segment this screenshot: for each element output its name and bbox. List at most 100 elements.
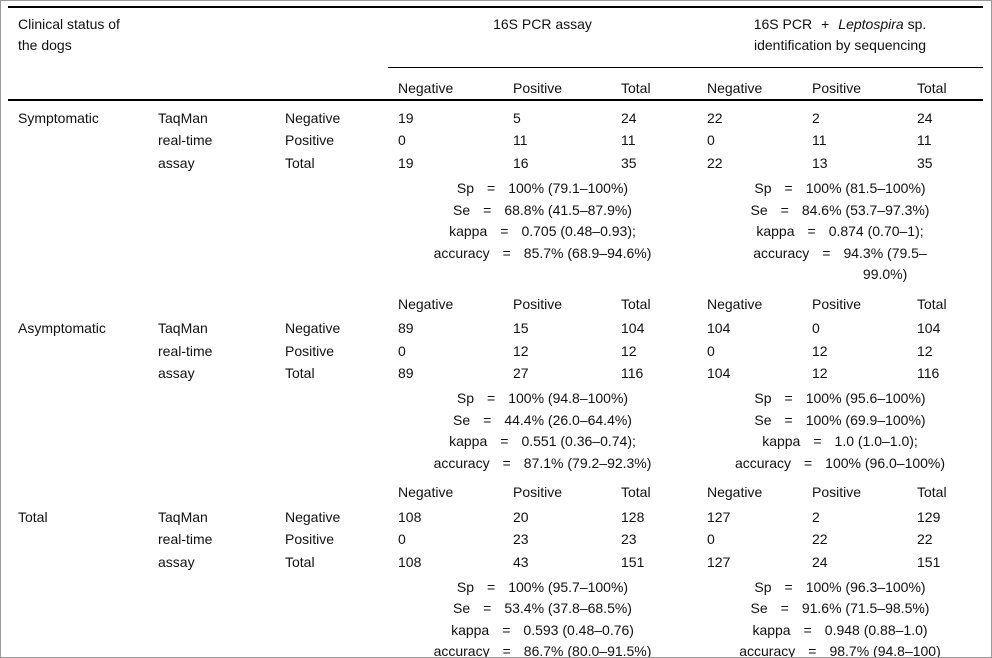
value-cell: 35: [917, 154, 933, 171]
assay-label-line: real-time: [158, 342, 213, 359]
stat-label: kappa: [449, 433, 488, 450]
value-cell: 0: [398, 342, 406, 359]
top-rule: [8, 6, 983, 8]
stat-value: 84.6% (53.7–97.3%): [801, 201, 930, 218]
value-cell: 104: [917, 320, 941, 337]
stat-value: 0.551 (0.36–0.74);: [521, 433, 636, 450]
stats-row: Sp = 100% (95.7–100%) Sp = 100% (96.3–100%): [8, 577, 983, 599]
value-cell: 2: [812, 110, 820, 126]
stat-value: 68.8% (41.5–87.9%): [504, 201, 632, 218]
col-header-positive: Positive: [513, 484, 563, 501]
stat-value: 91.6% (71.5–98.5%): [801, 600, 930, 617]
table-row: assay Total 89 27 116 104 12 116: [8, 362, 983, 384]
stat-sp-right: Sp = 100% (95.6–100%): [697, 388, 983, 410]
stat-value: 100% (81.5–100%): [805, 180, 926, 197]
group-header-16s-pcr-sequencing: 16S PCR + Leptospira sp. identification by…: [697, 14, 983, 56]
stat-value: 100% (69.9–100%): [805, 411, 926, 428]
value-cell: 128: [621, 508, 645, 525]
value-cell: 151: [917, 553, 941, 570]
row-label: Positive: [285, 342, 335, 359]
stat-kappa-left: kappa = 0.705 (0.48–0.93);: [388, 221, 697, 243]
assay-label-line: real-time: [158, 531, 213, 548]
equals-sign: =: [502, 454, 511, 471]
section-symptomatic: Symptomatic TaqMan Negative 19 5 24 22 2…: [8, 107, 983, 286]
value-cell: 108: [398, 553, 422, 570]
stat-sp-left: Sp = 100% (94.8–100%): [388, 388, 697, 410]
stat-label: kappa: [762, 433, 801, 450]
group-underline: [388, 67, 983, 68]
stat-kappa-left: kappa = 0.551 (0.36–0.74);: [388, 431, 697, 453]
stat-value: 0.874 (0.70–1);: [828, 223, 924, 240]
equals-sign: =: [483, 201, 492, 218]
stats-row: kappa = 0.551 (0.36–0.74); kappa = 1.0 (1.0–…: [8, 431, 983, 453]
stat-kappa-right: kappa = 1.0 (1.0–1.0);: [697, 431, 983, 453]
equals-sign: =: [808, 643, 817, 658]
col-header-negative: Negative: [398, 295, 454, 312]
stat-accuracy-left: accuracy = 86.7% (80.0–91.5%): [388, 641, 697, 657]
group-underline-row: [8, 67, 983, 68]
results-table: Clinical status of the dogs 16S PCR assa…: [8, 6, 983, 658]
stats-block: Sp = 100% (79.1–100%) Sp = 100% (81.5–100%) …: [8, 178, 983, 286]
value-cell: 0: [707, 342, 715, 359]
assay-label-line: TaqMan: [158, 508, 208, 525]
section-label: Total: [18, 508, 48, 525]
value-cell: 127: [707, 553, 731, 570]
value-cell: 5: [513, 110, 521, 126]
value-cell: 104: [707, 320, 731, 337]
table-row: real-time Positive 0 12 12 0 12 12: [8, 340, 983, 362]
col-header-negative: Negative: [398, 484, 454, 501]
col-header-negative: Negative: [398, 79, 454, 96]
section-label: Asymptomatic: [18, 320, 106, 337]
stats-row: accuracy = 87.1% (79.2–92.3%) accuracy = 100…: [8, 453, 983, 475]
equals-sign: =: [784, 578, 793, 595]
equals-sign: =: [502, 244, 511, 261]
value-cell: 24: [917, 110, 933, 126]
group2-pre: 16S PCR: [753, 16, 813, 32]
stat-label: Se: [453, 600, 471, 617]
stat-value: 85.7% (68.9–94.6%): [523, 244, 652, 261]
stat-se-right: Se = 91.6% (71.5–98.5%): [697, 598, 983, 620]
assay-label-line: assay: [158, 364, 195, 381]
value-cell: 19: [398, 154, 414, 171]
value-cell: 129: [917, 508, 941, 525]
equals-sign: =: [803, 454, 813, 471]
stat-label: Sp: [754, 390, 772, 407]
value-cell: 108: [398, 508, 422, 525]
col-header-total: Total: [917, 79, 947, 96]
stat-label: Se: [754, 411, 772, 428]
subheader-row: Negative Positive Total Negative Positiv…: [8, 293, 983, 315]
stats-block: Sp = 100% (94.8–100%) Sp = 100% (95.6–100%) …: [8, 388, 983, 474]
stats-row: Se = 68.8% (41.5–87.9%) Se = 84.6% (53.7–97.…: [8, 200, 983, 222]
assay-label-line: TaqMan: [158, 110, 208, 126]
group2-line2: identification by sequencing: [753, 37, 926, 53]
value-cell: 43: [513, 553, 529, 570]
stat-accuracy-right: accuracy = 94.3% (79.5– 99.0%): [697, 243, 983, 286]
group2-post: sp.: [907, 16, 927, 32]
equals-sign: =: [483, 411, 492, 428]
stat-se-left: Se = 44.4% (26.0–64.4%): [388, 410, 697, 432]
value-cell: 16: [513, 154, 529, 171]
col-header-total: Total: [621, 295, 651, 312]
row-label: Positive: [285, 132, 335, 149]
value-cell: 127: [707, 508, 731, 525]
value-cell: 0: [707, 531, 715, 548]
value-cell: 22: [812, 531, 828, 548]
value-cell: 22: [707, 110, 723, 126]
equals-sign: =: [483, 600, 492, 617]
assay-label-line: TaqMan: [158, 320, 208, 337]
value-cell: 0: [812, 320, 820, 337]
stat-sp-left: Sp = 100% (79.1–100%): [388, 178, 697, 200]
stat-label: Sp: [456, 180, 475, 197]
equals-sign: =: [784, 411, 793, 428]
stat-value: 98.7% (94.8–100): [829, 643, 941, 658]
equals-sign: =: [500, 433, 509, 450]
value-cell: 89: [398, 320, 414, 337]
stat-se-left: Se = 53.4% (37.8–68.5%): [388, 598, 697, 620]
value-cell: 20: [513, 508, 529, 525]
col-header-total: Total: [621, 79, 651, 96]
stat-value: 0.705 (0.48–0.93);: [521, 223, 636, 240]
value-cell: 104: [621, 320, 645, 337]
table-row: real-time Positive 0 23 23 0 22 22: [8, 528, 983, 550]
col-header-positive: Positive: [513, 79, 563, 96]
